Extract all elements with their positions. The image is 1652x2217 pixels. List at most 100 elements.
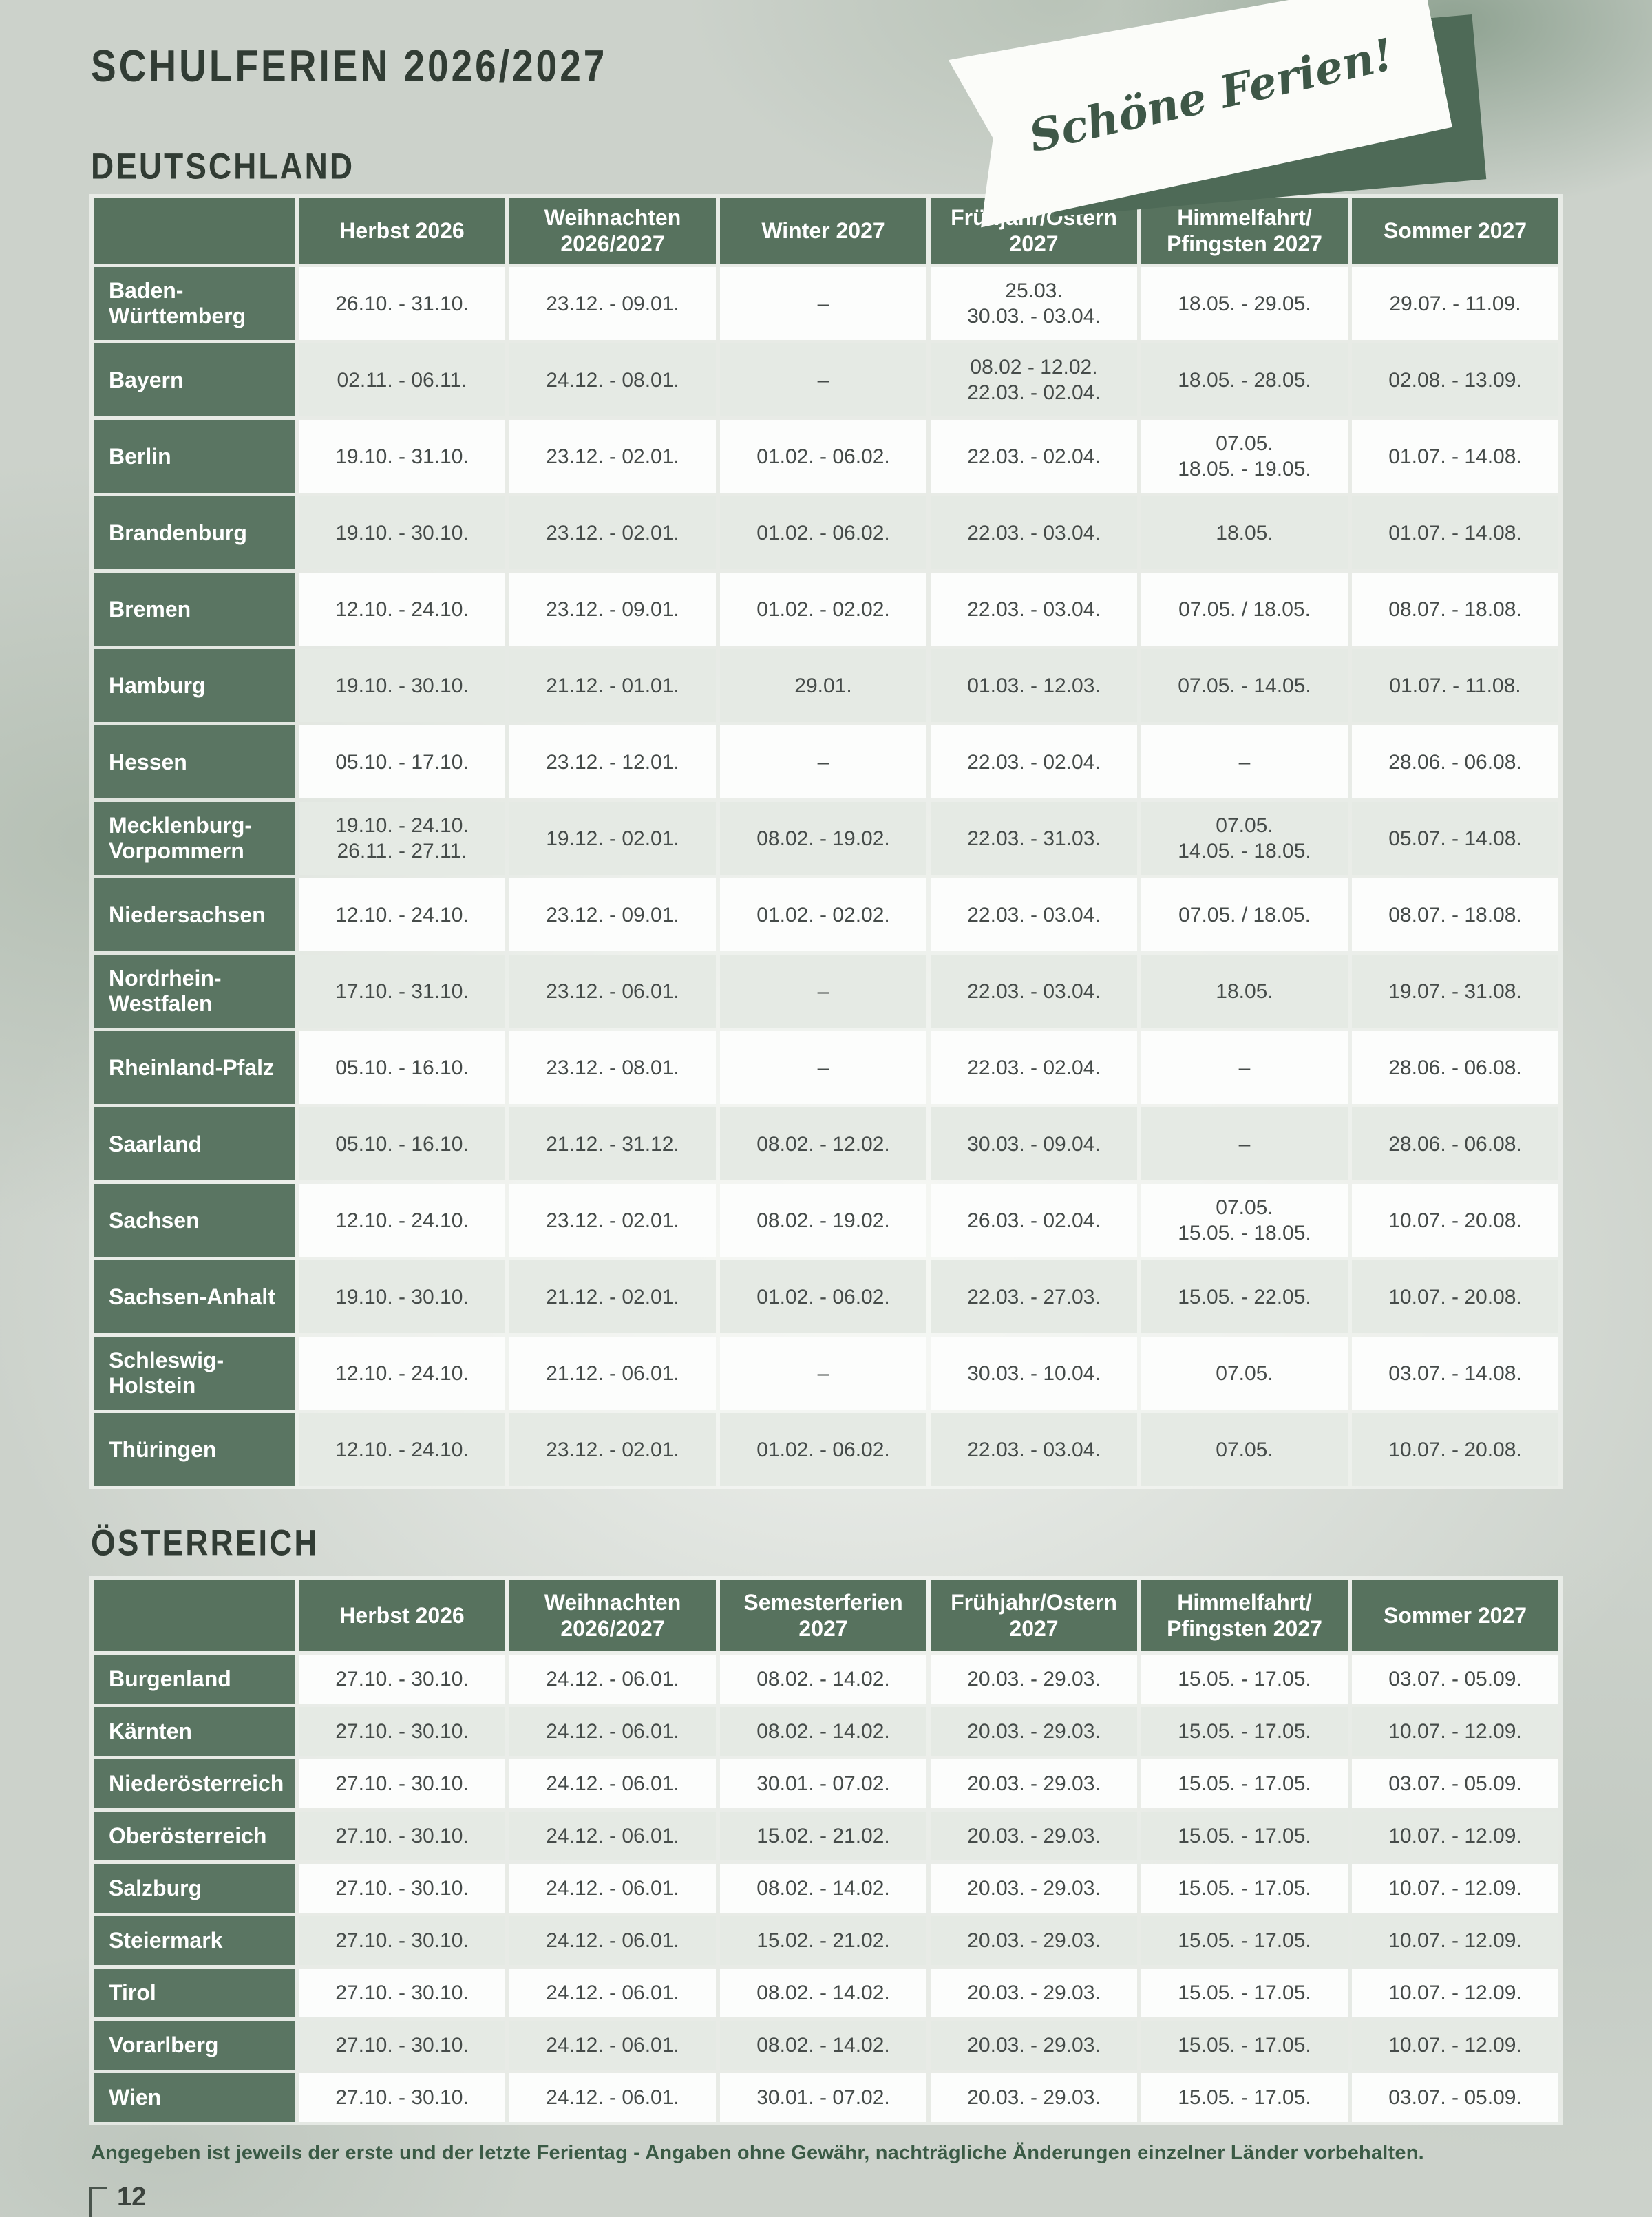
holiday-cell: 17.10. - 31.10. (299, 955, 505, 1028)
column-header: Weihnachten 2026/2027 (509, 198, 716, 264)
holiday-cell: 05.10. - 17.10. (299, 725, 505, 798)
holiday-cell: 19.10. - 31.10. (299, 420, 505, 493)
holiday-cell: – (720, 1031, 926, 1104)
holiday-cell: 18.05. - 29.05. (1141, 267, 1348, 340)
holiday-cell: 12.10. - 24.10. (299, 1337, 505, 1410)
holiday-cell: 05.10. - 16.10. (299, 1107, 505, 1180)
state-label: Oberösterreich (94, 1812, 295, 1860)
table-row: Hamburg 19.10. - 30.10. 21.12. - 01.01. 29.… (94, 649, 1558, 722)
holiday-cell: 22.03. - 02.04. (931, 725, 1137, 798)
page-title: SCHULFERIEN 2026/2027 (91, 41, 608, 92)
holiday-cell: 22.03. - 31.03. (931, 802, 1137, 875)
state-label: Mecklenburg- Vorpommern (94, 802, 295, 875)
holiday-cell: 01.02. - 06.02. (720, 1413, 926, 1486)
holiday-cell: – (720, 955, 926, 1028)
table-row: Oberösterreich 27.10. - 30.10. 24.12. - 06… (94, 1812, 1558, 1860)
holiday-cell: 28.06. - 06.08. (1352, 1031, 1558, 1104)
holiday-cell: 21.12. - 06.01. (509, 1337, 716, 1410)
column-header: Herbst 2026 (299, 198, 505, 264)
state-label: Baden- Württemberg (94, 267, 295, 340)
holiday-cell: – (720, 343, 926, 416)
holiday-cell: 22.03. - 02.04. (931, 1031, 1137, 1104)
table-row: Mecklenburg- Vorpommern 19.10. - 24.10. 2… (94, 802, 1558, 875)
holiday-cell: 28.06. - 06.08. (1352, 725, 1558, 798)
holiday-cell: 03.07. - 14.08. (1352, 1337, 1558, 1410)
table-row: Steiermark 27.10. - 30.10. 24.12. - 06.01.… (94, 1916, 1558, 1965)
holiday-cell: 23.12. - 09.01. (509, 267, 716, 340)
table-row: Salzburg 27.10. - 30.10. 24.12. - 06.01. 08… (94, 1864, 1558, 1913)
state-label: Niedersachsen (94, 878, 295, 951)
holiday-cell: – (1141, 725, 1348, 798)
table-row: Niederösterreich 27.10. - 30.10. 24.12. - … (94, 1759, 1558, 1808)
holiday-cell: – (720, 725, 926, 798)
holiday-cell: 22.03. - 03.04. (931, 573, 1137, 646)
holiday-cell: 27.10. - 30.10. (299, 1759, 505, 1808)
holiday-cell: 20.03. - 29.03. (931, 1969, 1137, 2017)
holiday-cell: 10.07. - 12.09. (1352, 1916, 1558, 1965)
holiday-cell: 19.10. - 30.10. (299, 496, 505, 569)
column-header: Semesterferien 2027 (720, 1580, 926, 1651)
holiday-cell: 30.01. - 07.02. (720, 2073, 926, 2122)
holiday-cell: 26.03. - 02.04. (931, 1184, 1137, 1257)
state-label: Sachsen-Anhalt (94, 1260, 295, 1333)
germany-section: Herbst 2026 Weihnachten 2026/2027 Winter 2… (89, 194, 1563, 1489)
holiday-cell: 08.02. - 19.02. (720, 1184, 926, 1257)
holiday-cell: 23.12. - 02.01. (509, 1413, 716, 1486)
column-header: Herbst 2026 (299, 1580, 505, 1651)
table-row: Berlin 19.10. - 31.10. 23.12. - 02.01. 01.0… (94, 420, 1558, 493)
holiday-cell: 29.01. (720, 649, 926, 722)
column-header: Sommer 2027 (1352, 1580, 1558, 1651)
holiday-cell: 08.07. - 18.08. (1352, 573, 1558, 646)
header-row: Herbst 2026 Weihnachten 2026/2027 Winter 2… (94, 198, 1558, 264)
holiday-cell: – (1141, 1031, 1348, 1104)
table-row: Saarland 05.10. - 16.10. 21.12. - 31.12. 08… (94, 1107, 1558, 1180)
holiday-cell: 24.12. - 06.01. (509, 2073, 716, 2122)
holiday-cell: 18.05. (1141, 955, 1348, 1028)
holiday-cell: 08.02. - 14.02. (720, 1655, 926, 1704)
holiday-cell: 19.12. - 02.01. (509, 802, 716, 875)
page-corner-mark (89, 2187, 107, 2217)
holiday-cell: 10.07. - 12.09. (1352, 2021, 1558, 2070)
holiday-cell: 29.07. - 11.09. (1352, 267, 1558, 340)
holiday-cell: 24.12. - 06.01. (509, 1707, 716, 1756)
holiday-cell: 07.05. (1141, 1337, 1348, 1410)
state-label: Rheinland-Pfalz (94, 1031, 295, 1104)
state-label: Berlin (94, 420, 295, 493)
holiday-cell: 03.07. - 05.09. (1352, 1759, 1558, 1808)
holiday-cell: 15.05. - 17.05. (1141, 1707, 1348, 1756)
holiday-cell: 20.03. - 29.03. (931, 1864, 1137, 1913)
holiday-cell: 18.05. - 28.05. (1141, 343, 1348, 416)
table-row: Tirol 27.10. - 30.10. 24.12. - 06.01. 08.02… (94, 1969, 1558, 2017)
holiday-cell: 03.07. - 05.09. (1352, 1655, 1558, 1704)
holiday-cell: 20.03. - 29.03. (931, 1707, 1137, 1756)
holiday-cell: 23.12. - 09.01. (509, 573, 716, 646)
table-row: Thüringen 12.10. - 24.10. 23.12. - 02.01. 0… (94, 1413, 1558, 1486)
holiday-cell: 24.12. - 06.01. (509, 1759, 716, 1808)
table-row: Burgenland 27.10. - 30.10. 24.12. - 06.01.… (94, 1655, 1558, 1704)
column-header: Himmelfahrt/ Pfingsten 2027 (1141, 198, 1348, 264)
holiday-cell: 08.02. - 14.02. (720, 2021, 926, 2070)
holiday-cell: 08.02. - 19.02. (720, 802, 926, 875)
holiday-cell: 15.02. - 21.02. (720, 1916, 926, 1965)
table-row: Bremen 12.10. - 24.10. 23.12. - 09.01. 01.0… (94, 573, 1558, 646)
holiday-cell: 10.07. - 12.09. (1352, 1864, 1558, 1913)
holiday-cell: 08.02. - 12.02. (720, 1107, 926, 1180)
state-label: Schleswig- Holstein (94, 1337, 295, 1410)
footnote: Angegeben ist jeweils der erste und der … (91, 2142, 1424, 2164)
holiday-cell: 27.10. - 30.10. (299, 1864, 505, 1913)
holiday-cell: 20.03. - 29.03. (931, 1812, 1137, 1860)
holiday-cell: 07.05. / 18.05. (1141, 573, 1348, 646)
holiday-cell: 20.03. - 29.03. (931, 2021, 1137, 2070)
holiday-cell: 15.02. - 21.02. (720, 1812, 926, 1860)
holiday-cell: – (1141, 1107, 1348, 1180)
holiday-cell: 24.12. - 06.01. (509, 1916, 716, 1965)
state-label: Bremen (94, 573, 295, 646)
holiday-cell: 01.02. - 06.02. (720, 1260, 926, 1333)
holiday-cell: 10.07. - 20.08. (1352, 1260, 1558, 1333)
holiday-cell: 07.05. / 18.05. (1141, 878, 1348, 951)
holiday-cell: 01.07. - 11.08. (1352, 649, 1558, 722)
holiday-cell: 01.02. - 02.02. (720, 878, 926, 951)
holiday-cell: 23.12. - 06.01. (509, 955, 716, 1028)
state-label: Nordrhein- Westfalen (94, 955, 295, 1028)
